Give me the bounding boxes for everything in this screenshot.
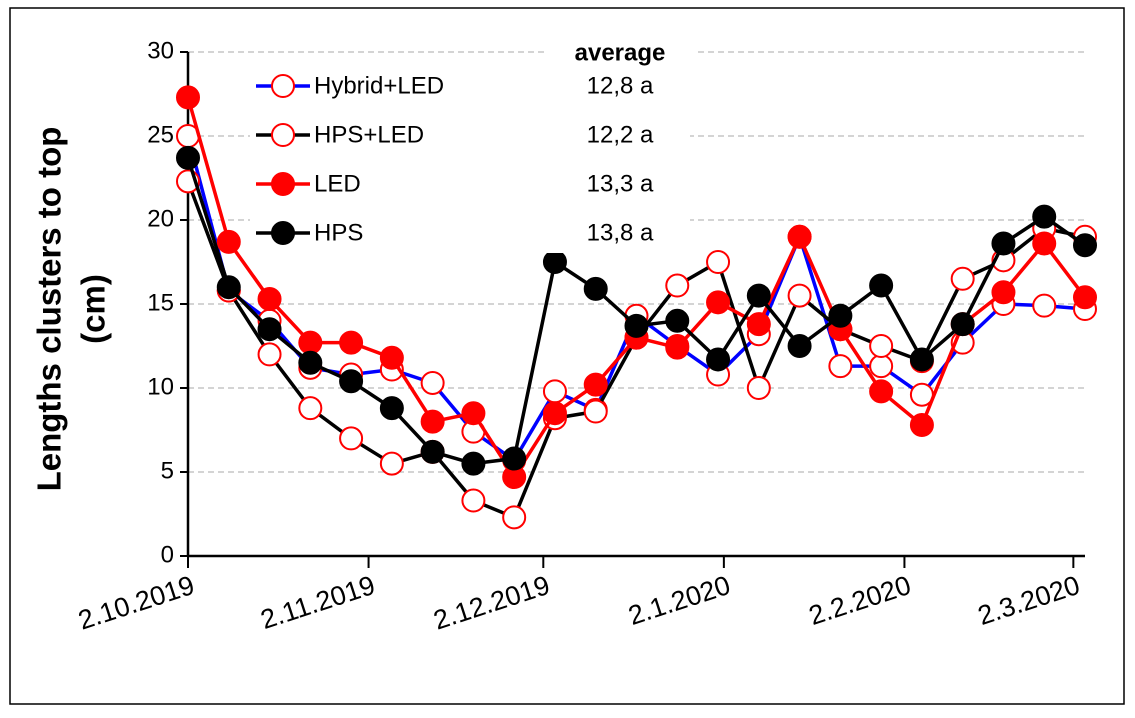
data-point	[461, 401, 486, 426]
data-point	[379, 451, 404, 476]
data-point	[909, 347, 934, 372]
figure-frame	[9, 7, 1125, 705]
data-point	[665, 335, 690, 360]
data-point	[1073, 233, 1097, 258]
data-point	[216, 229, 241, 254]
data-point	[869, 273, 894, 298]
data-point	[909, 412, 934, 437]
data-point	[706, 290, 731, 315]
legend-bg	[250, 164, 690, 204]
legend-average: 13,3 a	[587, 170, 654, 197]
legend-bg	[250, 66, 690, 106]
legend-marker	[271, 123, 295, 147]
data-point	[706, 347, 731, 372]
data-point	[706, 250, 731, 274]
data-point	[746, 283, 771, 308]
data-point	[828, 354, 853, 379]
legend-title: average	[575, 39, 666, 66]
data-point	[787, 224, 812, 249]
data-point	[542, 401, 567, 426]
x-tick-label: 2.1.2020	[625, 570, 734, 631]
data-point	[991, 231, 1016, 256]
data-point	[420, 370, 445, 395]
legend-average: 12,2 a	[587, 121, 654, 148]
y-tick-label: 10	[147, 373, 174, 400]
data-point	[420, 409, 445, 434]
data-point	[869, 354, 894, 379]
data-point	[461, 488, 486, 513]
data-point	[665, 273, 690, 298]
data-point	[298, 350, 323, 375]
data-point	[379, 396, 404, 421]
y-tick-label: 15	[147, 289, 174, 316]
data-point	[298, 396, 323, 421]
x-tick-label: 2.10.2019	[75, 570, 199, 636]
data-point	[542, 379, 567, 404]
legend-label: HPS	[314, 219, 363, 246]
data-point	[339, 369, 364, 394]
data-point	[339, 330, 364, 355]
data-point	[502, 505, 527, 530]
data-point	[991, 280, 1016, 305]
data-point	[583, 276, 608, 301]
y-tick-label: 0	[161, 541, 174, 568]
data-point	[869, 334, 894, 358]
legend-bg	[250, 115, 690, 155]
data-point	[298, 330, 323, 355]
data-point	[746, 312, 771, 337]
y-axis-title: Lengths clusters to top	[31, 127, 68, 492]
data-point	[828, 303, 853, 328]
data-point	[1032, 293, 1057, 318]
data-point	[583, 399, 608, 424]
x-tick-label: 2.12.2019	[430, 570, 554, 636]
legend-label: LED	[314, 170, 361, 197]
legend-marker	[271, 221, 295, 245]
data-point	[1032, 231, 1057, 256]
legend-bg	[250, 213, 690, 253]
data-point	[787, 283, 812, 308]
legend-label: HPS+LED	[314, 121, 424, 148]
data-point	[257, 342, 282, 367]
data-point	[257, 286, 282, 311]
x-tick-label: 2.2.2020	[805, 570, 914, 631]
data-point	[176, 85, 200, 110]
data-point	[746, 376, 771, 400]
data-point	[420, 439, 445, 464]
data-point	[950, 266, 975, 291]
legend-average: 12,8 a	[587, 72, 654, 99]
legend-marker	[271, 172, 295, 196]
data-point	[257, 317, 282, 342]
data-point	[216, 275, 241, 300]
x-tick-label: 2.3.2020	[974, 570, 1083, 631]
legend-label: Hybrid+LED	[314, 72, 444, 99]
data-point	[665, 308, 690, 333]
legend-marker	[271, 74, 295, 98]
x-tick-label: 2.11.2019	[257, 570, 379, 635]
data-point	[624, 313, 649, 338]
data-point	[583, 372, 608, 397]
data-point	[1032, 204, 1057, 229]
y-tick-label: 30	[147, 37, 174, 64]
data-point	[379, 345, 404, 370]
y-tick-label: 20	[147, 205, 174, 232]
data-point	[950, 312, 975, 337]
y-axis-title: (cm)	[75, 274, 112, 344]
data-point	[869, 379, 894, 404]
data-point	[1073, 285, 1097, 310]
data-point	[339, 426, 364, 451]
data-point	[461, 451, 486, 476]
data-point	[542, 250, 567, 274]
legend-average: 13,8 a	[587, 219, 654, 246]
y-tick-label: 25	[147, 121, 174, 148]
y-tick-label: 5	[161, 457, 174, 484]
data-point	[787, 334, 812, 358]
data-point	[502, 446, 527, 471]
data-point	[176, 145, 200, 170]
legend-title-bg	[545, 38, 697, 66]
